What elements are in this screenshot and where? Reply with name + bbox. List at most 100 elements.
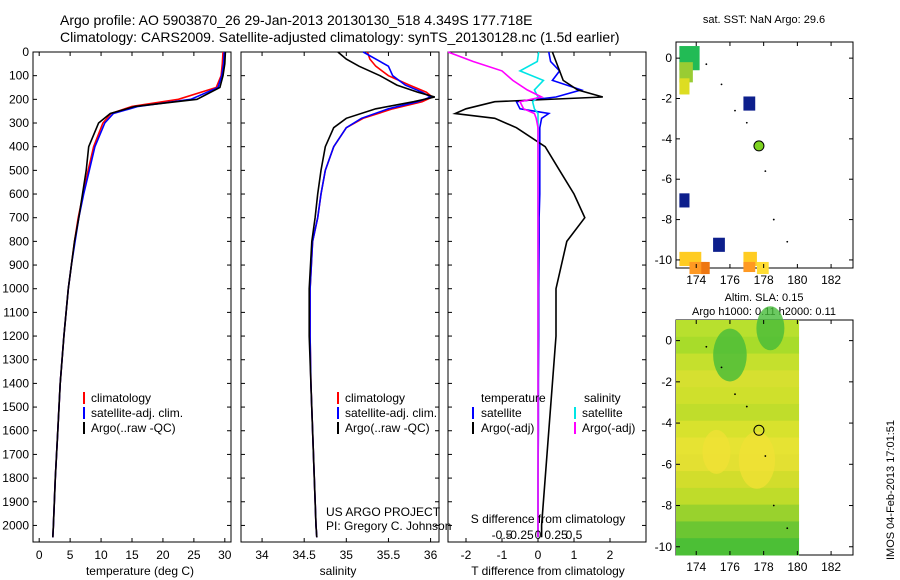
island-dot — [745, 121, 748, 124]
x-tick-label: -2 — [461, 548, 472, 562]
depth-axis: 0 100 200 300 400 500 600 700 800 900 1000 1100 1200… — [2, 45, 646, 532]
legend-label-temp-satellite: satellite — [481, 406, 522, 420]
project-annotation-line-1: US ARGO PROJECT — [326, 505, 441, 519]
map-y-tick-label: -4 — [661, 132, 672, 146]
depth-tick-label: 600 — [9, 187, 29, 201]
sla-patch — [713, 328, 747, 382]
sla-map: 174 176 178 180 182 0 -2 -4 -6 -8 -10 — [655, 306, 853, 574]
map-y-tick-label: -8 — [661, 213, 672, 227]
depth-tick-label: 400 — [9, 140, 29, 154]
temperature-legend: climatology satellite-adj. clim. Argo(..… — [83, 391, 183, 435]
argo-profile-box — [679, 193, 690, 208]
depth-tick-label: 500 — [9, 163, 29, 177]
float-position-marker — [753, 140, 765, 152]
sla-patch — [738, 431, 776, 489]
sla-map-title-1: Altim. SLA: 0.15 — [725, 292, 804, 304]
argo-profile-box — [743, 96, 756, 111]
depth-tick-label: 1400 — [2, 376, 29, 390]
x-tick-label: 0 — [535, 548, 542, 562]
x-tick-label: 1 — [571, 548, 578, 562]
sla-patch — [756, 306, 785, 351]
temperature-xlabel: temperature (deg C) — [86, 564, 194, 578]
sla-band — [676, 437, 800, 455]
map-y-tick-label: -6 — [661, 172, 672, 186]
legend-label-climatology: climatology — [91, 391, 151, 405]
difference-xlabel-top: S difference from climatology — [471, 512, 626, 526]
depth-tick-label: 700 — [9, 211, 29, 225]
x-tick-label: 10 — [94, 548, 108, 562]
depth-tick-label: 800 — [9, 234, 29, 248]
x-tick-label: 34.5 — [293, 548, 317, 562]
sla-band — [676, 454, 800, 472]
depth-tick-label: 1700 — [2, 447, 29, 461]
map-y-tick-label: -2 — [661, 375, 672, 389]
salinity-xlabel: salinity — [320, 564, 357, 578]
island-dot — [764, 455, 767, 457]
map-y-tick-label: -2 — [661, 92, 672, 106]
header-line-1: Argo profile: AO 5903870_26 29-Jan-2013 … — [60, 12, 533, 28]
sla-band — [676, 403, 800, 422]
depth-tick-label: 1100 — [3, 305, 29, 319]
legend-label-argo: Argo(..raw -QC) — [345, 421, 430, 435]
legend-label-climatology: climatology — [345, 391, 405, 405]
series-line-temperature-satellite — [515, 51, 584, 538]
x-tick-label: 15 — [125, 548, 139, 562]
island-dot — [772, 218, 775, 221]
sla-patch — [702, 429, 731, 474]
map-y-tick-label: -4 — [661, 416, 672, 430]
difference-xlabel: T difference from climatology — [471, 564, 625, 578]
series-line-temperature-argo-adj- — [452, 51, 604, 538]
legend-label-satellite: satellite-adj. clim. — [91, 406, 183, 420]
s-tick-label: 0 — [535, 528, 542, 542]
difference-profile-plot: -2 -1 0 1 2 -0.5-0.25 0 0.250.5 — [447, 51, 614, 562]
map-x-tick-label: 178 — [754, 273, 774, 287]
map-y-tick-label: -10 — [655, 540, 673, 554]
s-tick-label: 0.5 — [566, 528, 583, 542]
sst-map-title: sat. SST: NaN Argo: 29.6 — [703, 14, 825, 26]
x-tick-label: 35 — [340, 548, 354, 562]
x-tick-label: 30 — [218, 548, 232, 562]
map-x-tick-label: 180 — [787, 560, 807, 574]
depth-tick-label: 1900 — [2, 495, 29, 509]
depth-tick-label: 300 — [9, 116, 29, 130]
depth-tick-label: 1200 — [2, 329, 29, 343]
island-dot — [720, 83, 723, 86]
sst-cell — [743, 261, 756, 273]
sla-band — [676, 471, 800, 489]
salinity-profile-plot: 34 34.5 35 35.5 36 — [255, 51, 438, 562]
difference-legend: temperature salinity satellite Argo(-adj… — [472, 391, 635, 435]
series-line-argo-raw-qc- — [52, 51, 227, 538]
map-x-tick-label: 182 — [821, 273, 841, 287]
sst-cell — [679, 78, 690, 95]
s-tick-label: -0.5 — [492, 528, 513, 542]
sst-cell — [756, 261, 769, 275]
island-dot — [764, 170, 767, 173]
island-dot — [745, 405, 748, 408]
map-x-tick-label: 176 — [720, 560, 740, 574]
map-y-tick-label: -6 — [661, 457, 672, 471]
float-position-marker — [753, 424, 765, 436]
legend-header-temperature: temperature — [481, 391, 546, 405]
sst-cell — [701, 261, 710, 275]
legend-label-temp-argo: Argo(-adj) — [481, 421, 534, 435]
depth-tick-label: 1300 — [2, 353, 29, 367]
project-annotation-line-2: PI: Gregory C. Johnson — [326, 519, 451, 533]
timestamp-stamp: IMOS 04-Feb-2013 17:01:51 — [885, 420, 897, 560]
sst-cell — [679, 62, 693, 83]
sla-band — [676, 521, 800, 539]
x-tick-label: 5 — [67, 548, 74, 562]
x-tick-label: -1 — [497, 548, 508, 562]
map-y-tick-label: -10 — [655, 253, 673, 267]
x-tick-label: 2 — [607, 548, 614, 562]
map-y-tick-label: 0 — [665, 334, 672, 348]
island-dot — [772, 504, 775, 507]
temperature-profile-plot: 0 5 10 15 20 25 30 — [36, 51, 232, 562]
sla-band — [676, 487, 800, 506]
sla-band — [676, 370, 800, 388]
series-line-satellite-adj-clim- — [309, 51, 433, 538]
legend-label-sal-argo: Argo(-adj) — [582, 421, 635, 435]
series-line-climatology — [309, 51, 434, 538]
island-dot — [734, 393, 736, 396]
series-line-salinity-argo-adj- — [447, 51, 545, 538]
